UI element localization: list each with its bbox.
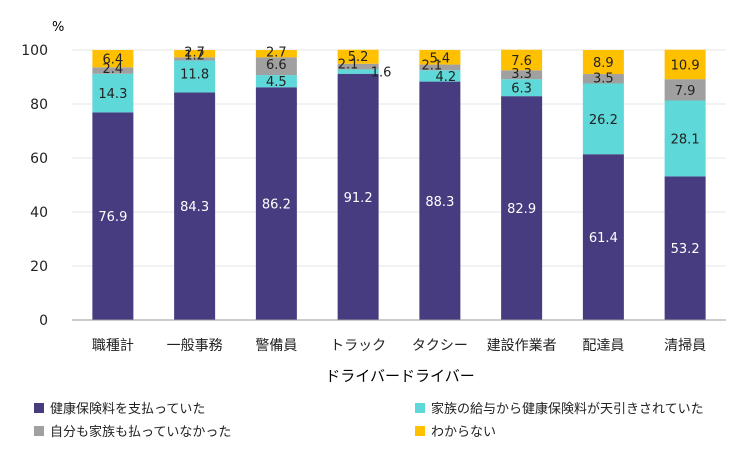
bar-segment [419,70,461,82]
data-label: 88.3 [425,195,454,210]
bar-segment [664,176,706,320]
x-tick-label: トラック [330,338,386,354]
bar-segment [664,49,706,80]
bar-segment [174,50,216,58]
bar-segment [501,49,543,71]
x-axis-ticks: 職種計 一般事務 警備員 トラック タクシー 建設作業者 配達員 清掃員 [92,337,706,354]
legend-item-3: わからない [415,421,496,440]
bar-segment [92,73,134,113]
bar-segment [174,57,216,61]
y-tick-label: 0 [39,313,48,329]
bar-segment [582,74,624,84]
bar-segment [337,49,379,64]
bar-segment [255,87,297,320]
y-tick-label: 40 [30,205,48,221]
data-label: 2.7 [266,45,287,60]
bar-segment [337,73,379,320]
bar-segment [501,79,543,97]
legend-item-2: 自分も家族も払っていなかった [34,421,231,440]
bar-segment [255,57,297,76]
y-tick-label: 20 [30,259,48,275]
data-label: 91.2 [344,191,373,206]
y-tick-label: 100 [21,43,48,59]
data-label: 26.2 [589,113,618,128]
data-label: 10.9 [671,58,700,73]
bar-segment [255,75,297,88]
data-label: 86.2 [262,198,291,213]
bar-segment [501,96,543,320]
data-labels: 76.914.32.46.484.311.81.22.786.24.56.62.… [98,45,699,257]
bar-segment [92,50,134,68]
y-axis-ticks: 0 20 40 60 80 100 [21,43,48,329]
legend-item-0: 健康保険料を支払っていた [34,398,205,417]
y-tick-label: 80 [30,97,48,113]
bar-segment [664,79,706,101]
x-tick-label: 配達員 [582,338,624,354]
data-label: 82.9 [507,202,536,217]
legend-item-1: 家族の給与から健康保険料が天引きされていた [415,398,704,417]
y-unit-label: % [52,20,64,35]
legend-label-3: わからない [431,425,497,440]
bar-segment [501,70,543,80]
data-label: 1.2 [184,49,205,64]
data-label: 84.3 [180,200,209,215]
bar-segment [255,50,297,58]
legend-label-2: 自分も家族も払っていなかった [50,425,232,440]
x-tick-label: 職種計 [92,338,134,354]
legend-label-0: 健康保険料を支払っていた [50,402,206,417]
data-label: 7.6 [511,54,532,69]
bar-segment [419,50,461,65]
bar-segment [582,154,624,320]
bar-segment [337,69,379,74]
bar-segment [174,92,216,320]
data-label: 5.2 [348,50,369,65]
x-tick-label: 清掃員 [664,337,706,354]
data-label: 2.4 [103,62,124,77]
x-axis-title: ドライバードライバー [325,367,474,385]
legend-swatch-0 [34,402,44,413]
data-label: 6.4 [103,53,124,68]
legend-label-1: 家族の給与から健康保険料が天引きされていた [431,402,704,417]
x-tick-label: タクシー [412,338,468,354]
legend-swatch-2 [34,425,44,436]
bar-segment [337,63,379,70]
data-label: 6.3 [511,82,532,97]
data-label: 1.6 [371,66,392,81]
data-label: 76.9 [98,210,127,225]
data-label: 4.5 [266,75,287,90]
data-label: 53.2 [671,242,700,257]
x-tick-label: 一般事務 [167,338,223,354]
bar-segment [419,64,461,71]
legend-swatch-1 [415,402,425,413]
data-label: 5.4 [430,51,451,66]
legend-swatch-3 [415,425,425,436]
x-tick-label: 建設作業者 [487,338,557,354]
data-label: 3.3 [511,67,532,82]
data-label: 8.9 [593,56,614,71]
data-label: 2.7 [184,45,205,60]
data-label: 14.3 [98,87,127,102]
data-label: 7.9 [675,84,696,99]
bar-segment [582,50,624,75]
bar-segment [92,112,134,321]
data-label: 28.1 [671,132,700,147]
x-tick-label: 警備員 [255,338,297,354]
bar-segment [92,67,134,74]
bar-segment [664,100,706,177]
bar-segment [419,81,461,320]
data-label: 11.8 [180,67,209,82]
data-label: 4.2 [436,70,457,85]
bars [92,49,706,321]
data-label: 61.4 [589,231,618,246]
data-label: 2.1 [338,57,359,72]
data-label: 2.1 [422,58,443,73]
y-tick-label: 60 [30,151,48,167]
data-label: 3.5 [593,71,614,86]
data-label: 6.6 [266,58,287,73]
gridlines [72,49,726,267]
bar-segment [582,83,624,155]
bar-segment [174,60,216,93]
